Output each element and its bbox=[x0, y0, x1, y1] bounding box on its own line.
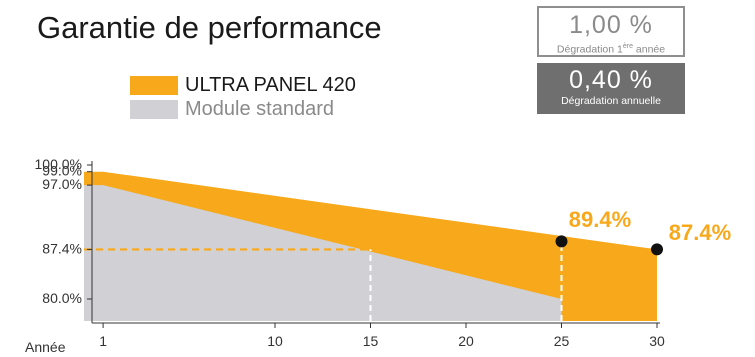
page-title: Garantie de performance bbox=[37, 10, 382, 45]
annotation-label-2: 87.4% bbox=[669, 220, 731, 245]
x-tick-label: 20 bbox=[458, 333, 474, 349]
legend-item-standard: Module standard bbox=[130, 97, 356, 121]
series-area-standard bbox=[84, 185, 562, 321]
y-tick-label: 100.0% bbox=[35, 156, 82, 172]
x-tick-label: 1 bbox=[99, 333, 107, 349]
legend-swatch-ultra bbox=[130, 75, 178, 95]
x-tick-label: 10 bbox=[267, 333, 283, 349]
first-year-degradation-box: 1,00 % Dégradation 1ère année bbox=[537, 6, 685, 57]
annotation-point-2 bbox=[651, 243, 663, 256]
y-tick-label: 80.0% bbox=[42, 290, 82, 306]
y-tick-label: 97.0% bbox=[42, 176, 82, 192]
x-tick-label: 15 bbox=[363, 333, 379, 349]
annual-degradation-value: 0,40 % bbox=[569, 66, 653, 94]
first-year-degradation-value: 1,00 % bbox=[569, 11, 653, 39]
annual-degradation-label: Dégradation annuelle bbox=[561, 95, 661, 107]
annual-degradation-box: 0,40 % Dégradation annuelle bbox=[537, 63, 685, 114]
legend-item-ultra: ULTRA PANEL 420 bbox=[130, 73, 356, 97]
legend-label-standard: Module standard bbox=[185, 97, 334, 120]
legend-label-ultra: ULTRA PANEL 420 bbox=[185, 73, 356, 96]
annotation-point-1 bbox=[555, 235, 568, 248]
x-tick-label: 25 bbox=[554, 333, 570, 349]
y-tick-label: 87.4% bbox=[42, 240, 82, 256]
legend: ULTRA PANEL 420 Module standard bbox=[130, 73, 356, 121]
x-tick-label: 30 bbox=[649, 333, 665, 349]
annotation-label-1: 89.4% bbox=[569, 207, 631, 232]
first-year-degradation-label: Dégradation 1ère année bbox=[556, 43, 666, 56]
y-tick-label: 99.0% bbox=[42, 163, 82, 179]
x-axis-title: Année bbox=[25, 339, 66, 355]
legend-swatch-standard bbox=[130, 99, 178, 119]
